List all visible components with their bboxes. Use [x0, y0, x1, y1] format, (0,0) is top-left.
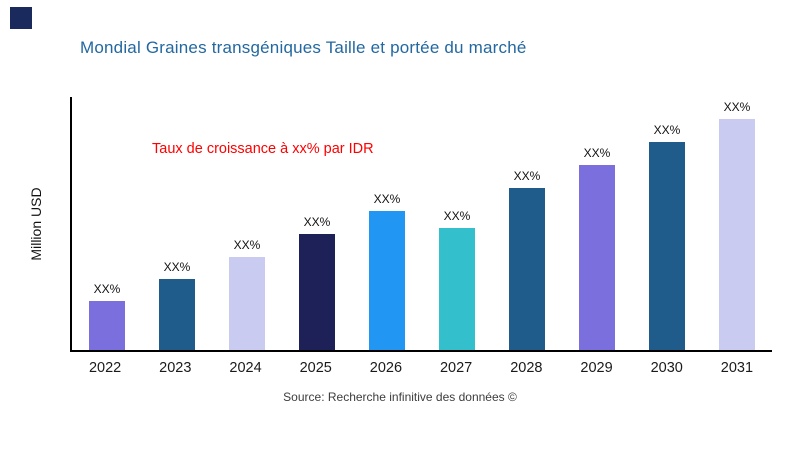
y-axis-label: Million USD: [28, 187, 44, 261]
x-tick-label: 2025: [299, 360, 332, 376]
bar-column: XX%: [352, 97, 422, 350]
bar-2031: [719, 119, 755, 350]
bar-column: XX%: [422, 97, 492, 350]
x-tick-label: 2024: [229, 360, 262, 376]
bar-2027: [439, 228, 475, 350]
page-title: Mondial Graines transgéniques Taille et …: [80, 38, 527, 57]
x-tick-label: 2026: [369, 360, 403, 376]
bar-2028: [509, 188, 545, 350]
x-tick-label: 2028: [510, 360, 543, 376]
bar-2024: [229, 257, 265, 350]
bar-value-label: XX%: [723, 100, 751, 114]
bar-column: XX%: [212, 97, 282, 350]
x-axis-ticks: 2022 2023 2024 2025 2026 2027 2028 2029 2030 2031: [70, 352, 772, 376]
bar-2026: [369, 211, 405, 350]
bar-chart: Taux de croissance à xx% par IDR XX% XX% X…: [70, 97, 772, 376]
bar-column: XX%: [492, 97, 562, 350]
bar-column: XX%: [142, 97, 212, 350]
bar-value-label: XX%: [373, 192, 401, 206]
bar-value-label: XX%: [93, 282, 121, 296]
bar-value-label: XX%: [513, 169, 541, 183]
plot-area: Taux de croissance à xx% par IDR XX% XX% X…: [70, 97, 772, 352]
x-tick-label: 2027: [439, 360, 473, 376]
bar-2029: [579, 165, 615, 350]
bar-column: XX%: [702, 97, 772, 350]
bar-value-label: XX%: [583, 146, 611, 160]
x-tick-label: 2029: [580, 360, 613, 376]
bar-value-label: XX%: [653, 123, 681, 137]
bar-column: XX%: [632, 97, 702, 350]
bar-2025: [299, 234, 335, 350]
bar-value-label: XX%: [303, 215, 331, 229]
bar-value-label: XX%: [163, 260, 191, 274]
x-tick-label: 2031: [720, 360, 754, 376]
source-text: Source: Recherche infinitive des données…: [283, 390, 517, 404]
growth-rate-annotation: Taux de croissance à xx% par IDR: [152, 141, 374, 157]
bar-2022: [89, 301, 125, 350]
x-tick-label: 2022: [88, 360, 122, 376]
x-tick-label: 2023: [159, 360, 192, 376]
brand-logo: [10, 7, 32, 29]
bar-value-label: XX%: [443, 209, 471, 223]
bar-column: XX%: [282, 97, 352, 350]
x-tick-label: 2030: [650, 360, 683, 376]
bar-2023: [159, 279, 195, 350]
bar-value-label: XX%: [233, 238, 261, 252]
bar-column: XX%: [72, 97, 142, 350]
bar-column: XX%: [562, 97, 632, 350]
bar-2030: [649, 142, 685, 350]
